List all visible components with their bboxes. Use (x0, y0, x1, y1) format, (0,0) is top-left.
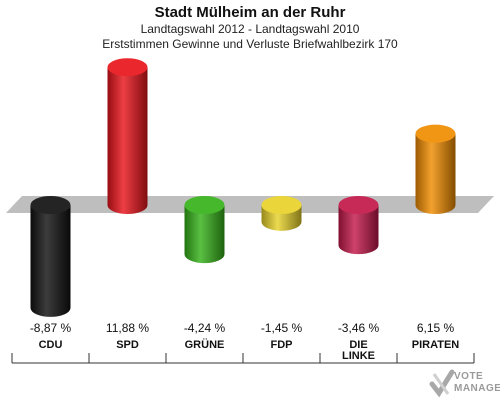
bar-cdu (30, 196, 71, 317)
bar-top-cap (338, 196, 379, 214)
category-label: CDU (39, 339, 63, 351)
bar-body (415, 133, 456, 205)
bar-top-cap (30, 196, 71, 214)
category-label: LINKE (342, 350, 375, 362)
chart-subtitle-2: Erststimmen Gewinne und Verluste Briefwa… (102, 37, 398, 51)
labels-group: -8,87 % CDU 11,88 % SPD -4,24 % GRÜNE -1,45 % F… (11, 321, 475, 364)
bars-group (30, 58, 456, 317)
bar-die-linke (338, 196, 379, 255)
value-label: -4,24 % (184, 321, 226, 335)
bar-top-cap (107, 58, 148, 77)
bar-fdp (261, 196, 302, 231)
bar-spd (107, 58, 148, 214)
chart-subtitle: Landtagswahl 2012 - Landtagswahl 2010 (140, 22, 360, 36)
value-label: -3,46 % (338, 321, 380, 335)
category-label: DIE (349, 339, 367, 351)
bar-top-cap (415, 124, 456, 143)
bar-top-cap (184, 196, 225, 214)
bar-bottom-cap (30, 298, 71, 317)
bar-body (107, 67, 148, 205)
category-label: FDP (271, 339, 293, 351)
checkmark-cross-icon (429, 369, 455, 398)
bar-body (30, 205, 71, 308)
bar-bottom-cap (107, 196, 148, 214)
bar-grüne (184, 196, 225, 264)
category-label: GRÜNE (185, 338, 225, 351)
watermark-line1: VOTE (454, 371, 484, 382)
chart-title: Stadt Mülheim an der Ruhr (154, 4, 346, 21)
category-label: SPD (116, 339, 139, 351)
bar-bottom-cap (184, 245, 225, 264)
bar-piraten (415, 124, 456, 214)
bar-bottom-cap (338, 236, 379, 255)
chart-header: Stadt Mülheim an der Ruhr Landtagswahl 2… (0, 0, 500, 52)
bar-bottom-cap (261, 212, 302, 231)
bar-bottom-cap (415, 196, 456, 214)
bar-top-cap (261, 196, 302, 214)
value-label: 6,15 % (417, 321, 455, 335)
value-label: 11,88 % (106, 321, 149, 335)
category-label: PIRATEN (412, 339, 460, 351)
value-label: -8,87 % (30, 321, 72, 335)
value-label: -1,45 % (261, 321, 303, 335)
watermark-line2: MANAGER (454, 383, 500, 394)
watermark: VOTE MANAGER (428, 366, 500, 400)
